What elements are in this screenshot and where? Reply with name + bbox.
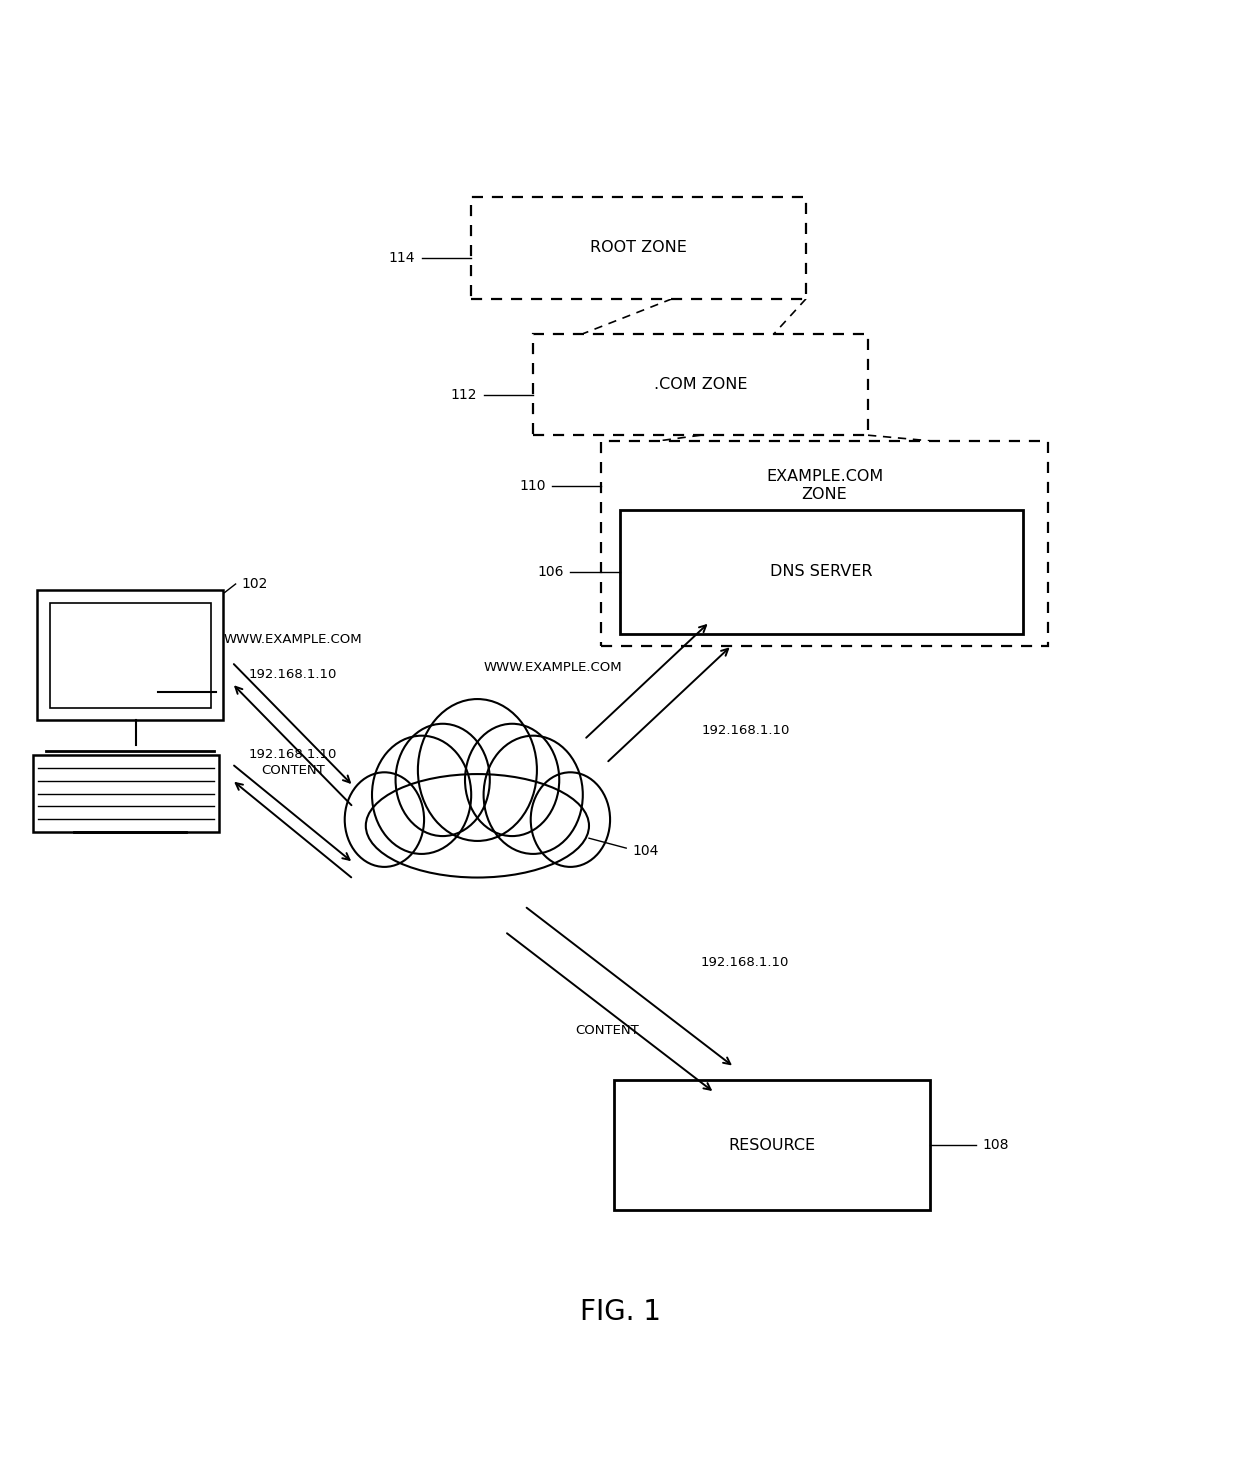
- Ellipse shape: [366, 774, 589, 878]
- Text: 192.168.1.10: 192.168.1.10: [701, 956, 789, 968]
- Text: 192.168.1.10: 192.168.1.10: [702, 724, 790, 736]
- Text: CONTENT: CONTENT: [575, 1024, 639, 1038]
- Text: .COM ZONE: .COM ZONE: [653, 377, 748, 392]
- Text: ROOT ZONE: ROOT ZONE: [590, 241, 687, 256]
- Ellipse shape: [418, 699, 537, 841]
- Ellipse shape: [531, 773, 610, 868]
- Text: 112: 112: [451, 387, 477, 402]
- Text: 192.168.1.10: 192.168.1.10: [248, 668, 337, 681]
- Text: WWW.EXAMPLE.COM: WWW.EXAMPLE.COM: [484, 661, 622, 674]
- Text: 192.168.1.10: 192.168.1.10: [248, 748, 337, 761]
- Bar: [32, 755, 218, 832]
- Text: 104: 104: [632, 844, 658, 857]
- Ellipse shape: [484, 736, 583, 854]
- Ellipse shape: [465, 724, 559, 837]
- Text: 108: 108: [982, 1138, 1008, 1151]
- Bar: [620, 510, 1023, 634]
- Text: 106: 106: [538, 565, 564, 578]
- Ellipse shape: [396, 724, 490, 837]
- Bar: [614, 1080, 930, 1210]
- Text: DNS SERVER: DNS SERVER: [770, 565, 873, 579]
- Text: 114: 114: [389, 251, 415, 265]
- Bar: [37, 590, 223, 720]
- Bar: [50, 603, 211, 708]
- Bar: [533, 334, 868, 435]
- Text: WWW.EXAMPLE.COM: WWW.EXAMPLE.COM: [223, 633, 362, 646]
- Bar: [601, 442, 1048, 646]
- Ellipse shape: [372, 736, 471, 854]
- Bar: [471, 197, 806, 299]
- Text: CONTENT: CONTENT: [260, 764, 325, 777]
- Text: 102: 102: [242, 576, 268, 591]
- Ellipse shape: [345, 773, 424, 868]
- Text: RESOURCE: RESOURCE: [728, 1138, 816, 1153]
- Text: EXAMPLE.COM
ZONE: EXAMPLE.COM ZONE: [766, 469, 883, 503]
- Text: FIG. 1: FIG. 1: [579, 1298, 661, 1326]
- Text: 110: 110: [520, 479, 546, 494]
